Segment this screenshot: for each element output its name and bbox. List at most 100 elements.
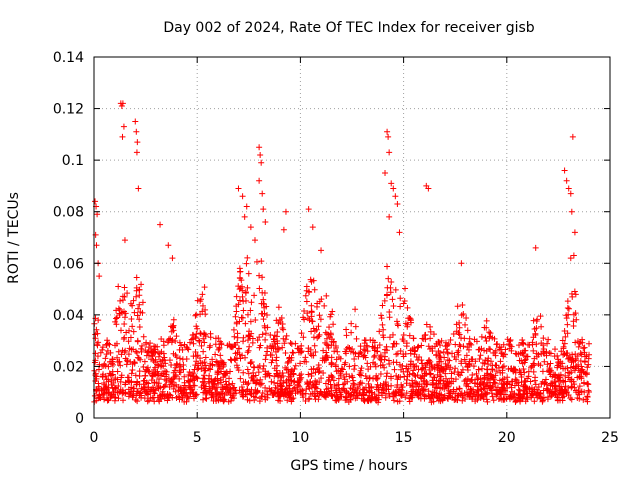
data-point <box>403 376 410 383</box>
data-point <box>486 329 493 336</box>
data-point <box>207 360 214 367</box>
data-point <box>122 355 129 362</box>
data-point <box>282 208 289 215</box>
data-point <box>464 344 471 351</box>
data-point <box>192 349 199 356</box>
data-point <box>560 343 567 350</box>
data-point <box>458 312 465 319</box>
data-point <box>200 396 207 403</box>
data-point <box>232 350 239 357</box>
data-point <box>486 379 493 386</box>
data-point <box>557 363 564 370</box>
data-point <box>208 394 215 401</box>
data-point <box>380 334 387 341</box>
data-point <box>565 305 572 312</box>
data-point <box>285 376 292 383</box>
data-point <box>125 386 132 393</box>
data-point <box>404 304 411 311</box>
data-point <box>288 371 295 378</box>
data-point <box>308 372 315 379</box>
data-point <box>442 382 449 389</box>
data-point <box>561 340 568 347</box>
data-point <box>489 393 496 400</box>
data-point <box>202 333 209 340</box>
data-point <box>458 260 465 267</box>
data-point <box>476 355 483 362</box>
data-point <box>537 313 544 320</box>
data-point <box>274 329 281 336</box>
data-point <box>247 318 254 325</box>
data-point <box>199 291 206 298</box>
data-point <box>237 375 244 382</box>
data-point <box>458 358 465 365</box>
data-point <box>136 373 143 380</box>
data-point <box>467 378 474 385</box>
data-point <box>244 311 251 318</box>
data-point <box>273 317 280 324</box>
data-point <box>125 378 132 385</box>
data-point <box>285 366 292 373</box>
data-point <box>468 388 475 395</box>
data-point <box>410 361 417 368</box>
y-tick-label: 0.02 <box>53 359 84 375</box>
data-point <box>245 370 252 377</box>
data-point <box>563 315 570 322</box>
data-point <box>118 309 125 316</box>
data-point <box>137 345 144 352</box>
data-point <box>238 314 245 321</box>
data-point <box>149 394 156 401</box>
data-point <box>114 354 121 361</box>
data-point <box>532 244 539 251</box>
data-point <box>318 247 325 254</box>
data-point <box>512 366 519 373</box>
data-point <box>333 356 340 363</box>
data-point <box>444 342 451 349</box>
data-point <box>168 361 175 368</box>
data-point <box>328 392 335 399</box>
data-point <box>117 386 124 393</box>
data-point <box>580 345 587 352</box>
data-point <box>181 341 188 348</box>
data-point <box>430 379 437 386</box>
data-point <box>217 352 224 359</box>
data-point <box>270 390 277 397</box>
data-point <box>464 327 471 334</box>
data-point <box>566 355 573 362</box>
x-tick-label: 20 <box>498 430 516 446</box>
data-point <box>118 351 125 358</box>
data-point <box>477 352 484 359</box>
data-point <box>223 390 230 397</box>
data-point <box>216 338 223 345</box>
data-point <box>233 362 240 369</box>
data-point <box>404 323 411 330</box>
data-point <box>323 292 330 299</box>
data-point <box>586 340 593 347</box>
data-point <box>475 366 482 373</box>
data-point <box>515 391 522 398</box>
data-point <box>393 351 400 358</box>
data-point <box>377 370 384 377</box>
data-point <box>306 385 313 392</box>
data-point <box>391 391 398 398</box>
data-point <box>539 398 546 405</box>
data-point <box>247 224 254 231</box>
data-point <box>177 385 184 392</box>
data-point <box>184 345 191 352</box>
data-point <box>190 353 197 360</box>
data-point <box>232 390 239 397</box>
data-point <box>292 390 299 397</box>
data-point <box>444 378 451 385</box>
data-point <box>198 342 205 349</box>
data-point <box>328 338 335 345</box>
data-point <box>378 389 385 396</box>
data-point <box>109 356 116 363</box>
data-point <box>496 344 503 351</box>
data-point <box>298 348 305 355</box>
data-point <box>140 364 147 371</box>
data-point <box>456 324 463 331</box>
data-point <box>326 324 333 331</box>
data-point <box>102 372 109 379</box>
y-tick-label: 0.06 <box>53 256 84 272</box>
data-point <box>112 342 119 349</box>
data-point <box>567 190 574 197</box>
